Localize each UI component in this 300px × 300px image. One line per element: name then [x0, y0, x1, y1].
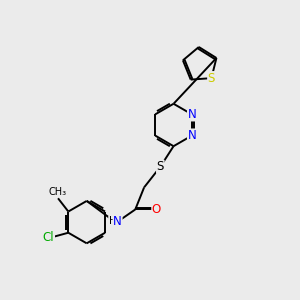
- Text: Cl: Cl: [43, 231, 54, 244]
- Text: O: O: [152, 203, 161, 216]
- Text: H: H: [109, 216, 116, 226]
- Text: N: N: [188, 108, 196, 121]
- Text: S: S: [157, 160, 164, 173]
- Text: N: N: [188, 129, 196, 142]
- Text: N: N: [113, 215, 122, 228]
- Text: CH₃: CH₃: [49, 187, 67, 197]
- Text: S: S: [208, 72, 215, 85]
